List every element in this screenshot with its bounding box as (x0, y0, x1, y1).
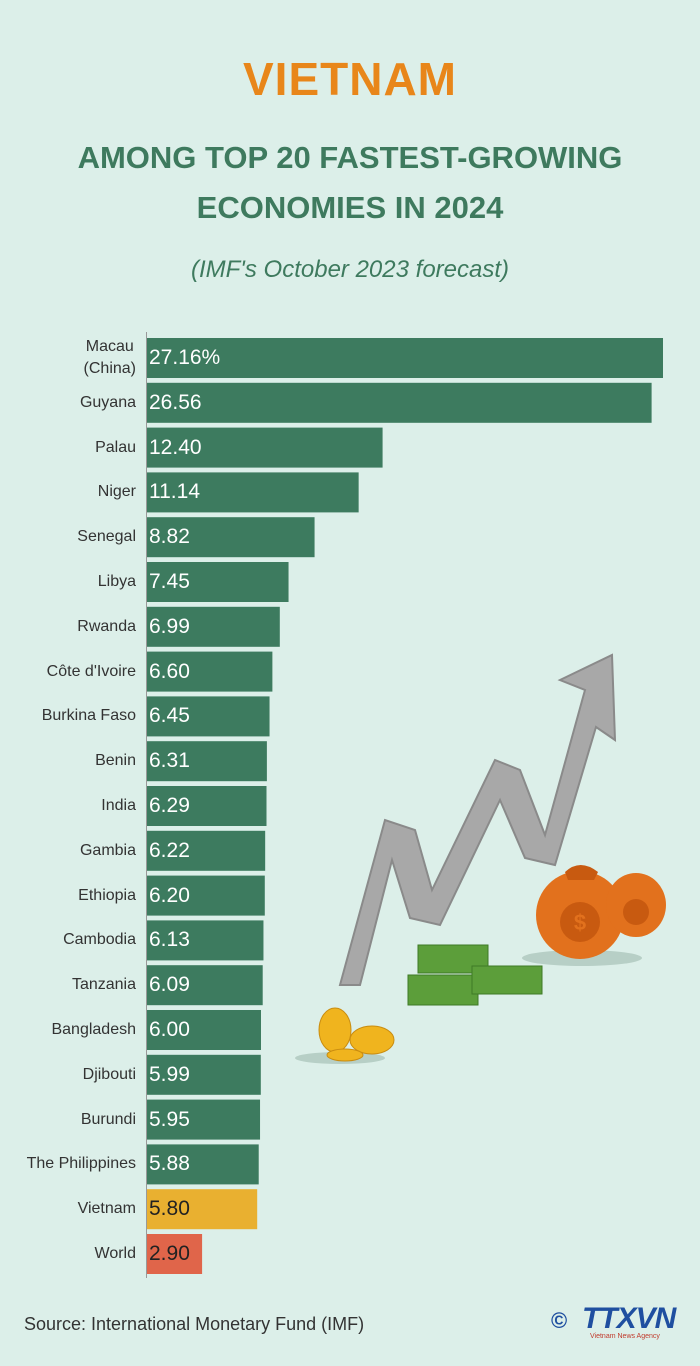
category-label-text: Palau (95, 438, 136, 456)
category-label-text: Burundi (80, 1110, 136, 1128)
bar (147, 1010, 261, 1050)
bar (147, 517, 315, 558)
category-label-text: Senegal (77, 528, 136, 546)
category-label: India (22, 786, 136, 826)
value-label: 6.29 (149, 794, 190, 817)
value-label: 11.14 (149, 480, 200, 504)
category-label-text: Cambodia (63, 931, 136, 949)
note: (IMF's October 2023 forecast) (190, 256, 510, 283)
bar (147, 382, 652, 423)
logo-subtitle: Vietnam News Agency (590, 1333, 660, 1340)
category-label-text: The Philippines (26, 1155, 136, 1173)
category-label: Ethiopia (22, 876, 136, 916)
category-label-text: Niger (97, 483, 136, 501)
bar (147, 562, 289, 602)
category-label: Niger (22, 472, 136, 512)
svg-text:$: $ (574, 910, 586, 935)
category-label-text: World (94, 1245, 137, 1262)
value-label: 6.31 (149, 749, 190, 773)
category-label-text: Côte d'Ivoire (46, 662, 136, 680)
category-label: Cambodia (22, 920, 136, 960)
value-label: 6.13 (149, 928, 190, 952)
bar (147, 606, 280, 647)
value-label: 5.80 (149, 1197, 190, 1221)
value-label: 2.90 (149, 1242, 190, 1265)
bar (147, 472, 359, 513)
value-label: 8.82 (149, 525, 190, 549)
value-label: 6.22 (149, 838, 190, 862)
category-label: World (22, 1234, 137, 1274)
source: Source: International Monetary Fund (IMF… (24, 1314, 365, 1334)
category-label: Vietnam (22, 1189, 136, 1229)
value-label: 12.40 (149, 435, 202, 459)
category-label-text: Vietnam (77, 1200, 136, 1218)
category-label: Burkina Faso (22, 696, 136, 736)
category-label-text: Rwanda (77, 617, 136, 635)
bar (147, 786, 267, 826)
value-label: 6.09 (149, 973, 190, 997)
category-label: Senegal (22, 517, 136, 557)
value-label: 6.00 (149, 1018, 190, 1041)
category-label: The Philippines (22, 1144, 136, 1184)
category-label: Côte d'Ivoire (22, 652, 136, 692)
category-label: Burundi (22, 1100, 136, 1140)
category-label-text: Djibouti (82, 1065, 136, 1083)
category-label-text: Bangladesh (51, 1021, 136, 1038)
logo: TTXVN (582, 1302, 676, 1335)
category-label: Djibouti (22, 1055, 136, 1095)
value-label: 26.56 (149, 390, 202, 414)
bar (147, 875, 265, 916)
value-label: 5.88 (149, 1152, 190, 1176)
title: VIETNAM (243, 53, 457, 105)
category-label-text: Tanzania (71, 976, 136, 994)
category-label: Rwanda (22, 607, 136, 647)
category-label: Guyana (22, 383, 136, 423)
category-label-text: Benin (95, 752, 136, 770)
bar (147, 651, 273, 692)
value-label: 6.99 (149, 614, 190, 638)
illustration: $ (295, 653, 666, 1064)
subtitle: ECONOMIES IN 2024 (196, 190, 504, 225)
value-label: 5.99 (149, 1062, 190, 1086)
bar (147, 965, 263, 1006)
category-label: Bangladesh (22, 1010, 136, 1050)
value-label: 7.45 (149, 570, 190, 593)
category-label-text: Ethiopia (78, 886, 136, 904)
bar (147, 1054, 261, 1095)
bar (147, 1099, 261, 1140)
category-label: Gambia (22, 831, 136, 871)
bar (147, 1234, 203, 1274)
bar (147, 427, 383, 468)
value-label: 6.20 (149, 883, 190, 907)
copyright-icon: © (551, 1308, 568, 1333)
category-label-text: Gambia (79, 841, 136, 859)
bar (147, 920, 264, 961)
category-label-text: Macau (China) (83, 338, 136, 377)
category-label: Tanzania (22, 965, 136, 1005)
bar (147, 1189, 258, 1230)
category-label: Benin (22, 741, 136, 781)
value-label: 27.16% (149, 346, 221, 369)
category-label-text: Burkina Faso (41, 707, 136, 725)
bar (147, 696, 270, 737)
category-label-text: Guyana (79, 393, 136, 411)
bar (147, 1144, 259, 1185)
value-label: 5.95 (149, 1107, 190, 1131)
category-label-text: Libya (97, 573, 136, 590)
value-label: 6.60 (149, 659, 190, 683)
bar (147, 830, 266, 871)
category-label: Libya (22, 562, 136, 602)
subtitle: AMONG TOP 20 FASTEST-GROWING (77, 140, 623, 175)
category-label: Palau (22, 428, 136, 468)
category-label-text: India (101, 797, 136, 814)
value-label: 6.45 (149, 704, 190, 728)
category-label: Macau (China) (22, 338, 136, 378)
bar (147, 741, 267, 782)
bar (147, 338, 663, 378)
